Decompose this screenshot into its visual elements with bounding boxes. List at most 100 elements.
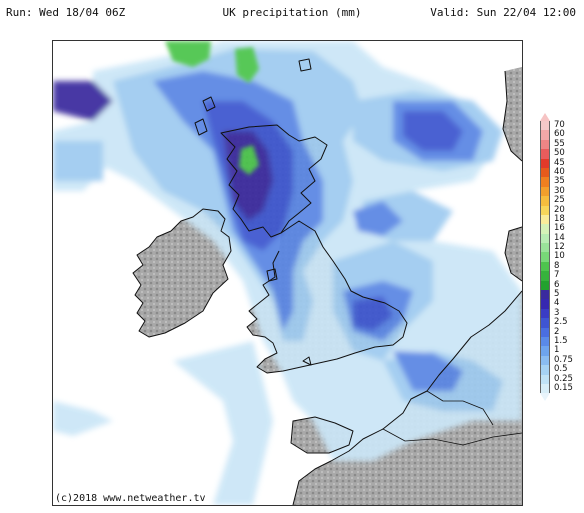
legend-row: 50	[540, 148, 584, 159]
map-canvas	[53, 41, 522, 505]
legend-label: 0.15	[554, 382, 573, 393]
legend-row: 18	[540, 213, 584, 225]
legend-swatch	[540, 149, 550, 159]
legend-label: 0.75	[554, 354, 573, 365]
legend-row: 0.25	[540, 373, 584, 384]
legend-row: 12	[540, 242, 584, 253]
legend-row: 2.5	[540, 317, 584, 328]
legend-row: 10	[540, 251, 584, 262]
legend-row: 0.5	[540, 364, 584, 375]
legend-label: 1	[554, 345, 560, 356]
legend-swatch	[540, 177, 550, 187]
legend-row: 3	[540, 307, 584, 319]
legend-swatch	[540, 196, 550, 206]
denmark-land	[505, 227, 522, 281]
legend-row: 35	[540, 176, 584, 187]
legend-swatch	[540, 261, 550, 272]
legend-label: 8	[554, 260, 560, 271]
legend-label: 2.5	[554, 317, 568, 328]
legend-swatch	[540, 167, 550, 178]
legend-label: 16	[554, 223, 565, 234]
map-title: UK precipitation (mm)	[222, 6, 362, 19]
legend-swatch	[540, 214, 550, 225]
legend-swatch	[540, 308, 550, 319]
legend-label: 2	[554, 326, 560, 337]
legend-swatch	[540, 130, 550, 140]
legend-swatch	[540, 346, 550, 356]
legend-label: 0.5	[554, 364, 568, 375]
legend-row: 2	[540, 326, 584, 337]
legend-swatch	[540, 139, 550, 150]
legend-label: 70	[554, 120, 565, 130]
legend-row: 8	[540, 260, 584, 272]
legend-swatch	[540, 327, 550, 337]
precipitation-legend: 70 60 55 50 45 40 35 30 25 20 18 16 14 12 10 8 7 6 5 4 3 2.5 2…	[540, 113, 584, 402]
legend-swatch	[540, 374, 550, 384]
legend-swatch	[540, 383, 550, 394]
legend-row: 55	[540, 138, 584, 150]
legend-row: 40	[540, 166, 584, 178]
run-time-label: Run: Wed 18/04 06Z	[6, 6, 126, 19]
legend-label: 25	[554, 195, 565, 206]
legend-row: 30	[540, 185, 584, 197]
legend-row: 60	[540, 129, 584, 140]
legend-swatch	[540, 233, 550, 244]
legend-label: 3	[554, 307, 560, 318]
legend-swatch	[540, 205, 550, 215]
legend-row: 0.75	[540, 354, 584, 366]
legend-swatch	[540, 280, 550, 291]
legend-label: 12	[554, 242, 565, 253]
legend-label: 5	[554, 289, 560, 300]
precipitation-layer	[53, 41, 522, 505]
legend-swatch	[540, 158, 550, 168]
ireland-land	[133, 209, 231, 337]
legend-row: 25	[540, 195, 584, 206]
legend-swatch	[540, 224, 550, 234]
legend-swatch	[540, 318, 550, 328]
legend-swatch	[540, 121, 550, 131]
legend-swatch	[540, 355, 550, 366]
legend-row: 0.15	[540, 382, 584, 394]
legend-row: 5	[540, 289, 584, 300]
precipitation-map	[52, 40, 523, 506]
legend-label: 4	[554, 298, 560, 309]
legend-label: 60	[554, 129, 565, 140]
coastline-layer	[132, 58, 522, 505]
legend-label: 30	[554, 185, 565, 196]
legend-row: 7	[540, 270, 584, 281]
legend-swatch	[540, 271, 550, 281]
legend-swatch	[540, 290, 550, 300]
legend-label: 0.25	[554, 373, 573, 384]
legend-row: 1.5	[540, 335, 584, 347]
legend-label: 7	[554, 270, 560, 281]
legend-swatch	[540, 252, 550, 262]
legend-label: 6	[554, 279, 560, 290]
legend-swatch	[540, 243, 550, 253]
legend-label: 14	[554, 232, 565, 243]
legend-label: 10	[554, 251, 565, 262]
norway-land	[503, 67, 522, 161]
legend-row: 4	[540, 298, 584, 309]
legend-swatch	[540, 299, 550, 309]
legend-swatch	[540, 365, 550, 375]
legend-row: 6	[540, 279, 584, 291]
legend-bottom-arrow	[540, 393, 550, 402]
legend-label: 1.5	[554, 335, 568, 346]
legend-swatch	[540, 336, 550, 347]
legend-row: 70	[540, 120, 584, 131]
legend-label: 20	[554, 204, 565, 215]
valid-time-label: Valid: Sun 22/04 12:00	[430, 6, 576, 19]
legend-label: 18	[554, 213, 565, 224]
legend-label: 35	[554, 176, 565, 187]
legend-top-arrow	[540, 113, 550, 121]
legend-label: 50	[554, 148, 565, 159]
legend-label: 45	[554, 157, 565, 168]
legend-row: 16	[540, 223, 584, 234]
legend-row: 14	[540, 232, 584, 244]
legend-row: 1	[540, 345, 584, 356]
legend-row: 20	[540, 204, 584, 215]
legend-label: 55	[554, 138, 565, 149]
legend-scale: 70 60 55 50 45 40 35 30 25 20 18 16 14 12 10 8 7 6 5 4 3 2.5 2…	[540, 120, 584, 394]
legend-swatch	[540, 186, 550, 197]
legend-label: 40	[554, 166, 565, 177]
